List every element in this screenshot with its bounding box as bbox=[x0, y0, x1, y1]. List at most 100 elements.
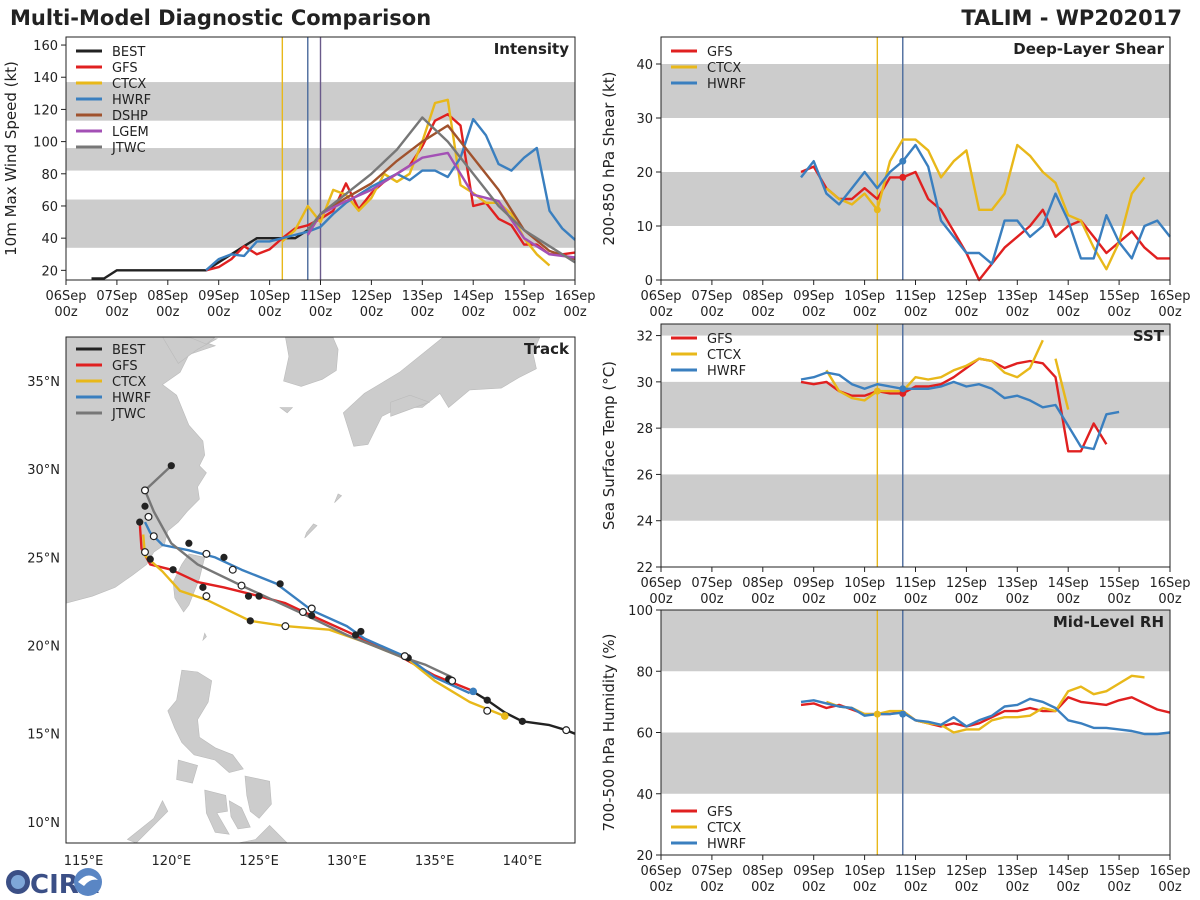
shear-xtick-hour: 00z bbox=[751, 305, 775, 320]
sst-xtick-hour: 00z bbox=[955, 592, 979, 607]
intensity-xtick-hour: 00z bbox=[360, 305, 384, 320]
track-position-open-dot bbox=[298, 608, 307, 617]
track-position-dot bbox=[167, 462, 175, 470]
sst-ytick-label: 22 bbox=[636, 561, 653, 576]
track-position-dot bbox=[185, 539, 193, 547]
track-xtick-label: 130°E bbox=[327, 854, 367, 869]
sst-xtick-hour: 00z bbox=[1057, 592, 1081, 607]
sst-xtick-date: 13Sep bbox=[997, 576, 1038, 591]
track-position-dot bbox=[199, 583, 207, 591]
land-ryukyu-1 bbox=[304, 523, 318, 539]
rh-xtick-date: 15Sep bbox=[1099, 864, 1140, 879]
sst-xtick-date: 07Sep bbox=[691, 576, 732, 591]
sst-xtick-date: 14Sep bbox=[1048, 576, 1089, 591]
track-frame bbox=[65, 336, 576, 844]
rh-xtick-hour: 00z bbox=[955, 880, 979, 895]
sst-xtick-hour: 00z bbox=[802, 592, 826, 607]
shear-band-1 bbox=[661, 64, 1170, 118]
track-position-dot bbox=[483, 696, 491, 704]
rh-xtick-date: 06Sep bbox=[640, 864, 681, 879]
sst-ylabel: Sea Surface Temp (°C) bbox=[600, 361, 618, 530]
land-luzon bbox=[167, 669, 244, 773]
track-position-open-dot bbox=[400, 652, 409, 661]
intensity-legend-label-hwrf: HWRF bbox=[112, 93, 151, 108]
sst-xtick-hour: 00z bbox=[853, 592, 877, 607]
shear-xtick-hour: 00z bbox=[700, 305, 724, 320]
rh-ytick-label: 100 bbox=[628, 604, 653, 619]
intensity-xtick-hour: 00z bbox=[156, 305, 180, 320]
track-position-dot bbox=[276, 580, 284, 588]
shear-xtick-hour: 00z bbox=[802, 305, 826, 320]
track-position-open-dot bbox=[149, 532, 158, 541]
rh-xtick-hour: 00z bbox=[1006, 880, 1030, 895]
shear-xtick-hour: 00z bbox=[649, 305, 673, 320]
sst-xtick-hour: 00z bbox=[1107, 592, 1131, 607]
shear-xtick-hour: 00z bbox=[904, 305, 928, 320]
rh-xtick-date: 07Sep bbox=[691, 864, 732, 879]
rh-xtick-hour: 00z bbox=[649, 880, 673, 895]
shear-ytick-label: 20 bbox=[636, 166, 653, 181]
sst-xtick-date: 11Sep bbox=[895, 576, 936, 591]
intensity-xtick-date: 12Sep bbox=[351, 289, 392, 304]
rh-band-1 bbox=[661, 610, 1170, 672]
rh-xtick-hour: 00z bbox=[853, 880, 877, 895]
shear-xtick-date: 11Sep bbox=[895, 289, 936, 304]
sst-xtick-hour: 00z bbox=[904, 592, 928, 607]
intensity-legend-label-gfs: GFS bbox=[112, 61, 138, 76]
shear-series-ctcx-line bbox=[825, 138, 1146, 271]
sst-band-0 bbox=[661, 474, 1170, 521]
sst-init-marker-ctcx bbox=[873, 387, 881, 395]
track-hwrf-init-dot bbox=[469, 687, 478, 696]
rh-xtick-hour: 00z bbox=[751, 880, 775, 895]
intensity-xtick-date: 10Sep bbox=[249, 289, 290, 304]
shear-ytick-label: 30 bbox=[636, 112, 653, 127]
rh-xtick-hour: 00z bbox=[904, 880, 928, 895]
rh-legend-label-ctcx: CTCX bbox=[707, 821, 741, 836]
shear-xtick-date: 13Sep bbox=[997, 289, 1038, 304]
track-legend-label-ctcx: CTCX bbox=[112, 375, 146, 390]
track-ytick-label: 35°N bbox=[27, 375, 60, 390]
shear-init-marker-hwrf bbox=[899, 157, 907, 165]
intensity-xtick-hour: 00z bbox=[258, 305, 282, 320]
track-position-open-dot bbox=[202, 549, 211, 558]
figure-title: Multi-Model Diagnostic Comparison bbox=[10, 6, 431, 30]
sst-series-hwrf-line bbox=[800, 371, 1120, 451]
intensity-legend-label-ctcx: CTCX bbox=[112, 77, 146, 92]
intensity-xtick-hour: 00z bbox=[105, 305, 129, 320]
intensity-xtick-hour: 00z bbox=[462, 305, 486, 320]
rh-xtick-date: 11Sep bbox=[895, 864, 936, 879]
sst-xtick-date: 12Sep bbox=[946, 576, 987, 591]
intensity-legend-label-dshp: DSHP bbox=[112, 109, 148, 124]
track-position-open-dot bbox=[140, 548, 149, 557]
shear-series-gfs-line bbox=[800, 165, 1170, 282]
rh-legend-label-hwrf: HWRF bbox=[707, 837, 746, 852]
shear-init-marker-gfs bbox=[899, 173, 907, 181]
shear-xtick-date: 07Sep bbox=[691, 289, 732, 304]
sst-ytick-label: 32 bbox=[636, 330, 653, 345]
storm-id: TALIM - WP202017 bbox=[961, 6, 1182, 30]
rh-ytick-label: 80 bbox=[636, 665, 653, 680]
shear-legend-label-gfs: GFS bbox=[707, 45, 733, 60]
sst-panel: 22242628303206Sep00z07Sep00z08Sep00z09Se… bbox=[600, 323, 1191, 607]
rh-xtick-date: 14Sep bbox=[1048, 864, 1089, 879]
shear-series-hwrf-line bbox=[800, 143, 1171, 265]
shear-xtick-date: 06Sep bbox=[640, 289, 681, 304]
track-ytick-label: 20°N bbox=[27, 640, 60, 655]
swirl-mark bbox=[78, 875, 98, 886]
intensity-panel: 2040608010012014016006Sep00z07Sep00z08Se… bbox=[2, 36, 596, 320]
track-position-dot bbox=[352, 631, 360, 639]
track-position-dot bbox=[246, 617, 254, 625]
swirl-icon bbox=[74, 868, 102, 896]
sst-ytick-label: 28 bbox=[636, 422, 653, 437]
rh-xtick-hour: 00z bbox=[1158, 880, 1182, 895]
rh-xtick-hour: 00z bbox=[700, 880, 724, 895]
shear-xtick-date: 10Sep bbox=[844, 289, 885, 304]
track-legend-label-jtwc: JTWC bbox=[111, 407, 146, 422]
land-korea bbox=[250, 337, 339, 387]
rh-ylabel: 700-500 hPa Humidity (%) bbox=[600, 633, 618, 831]
rh-series-hwrf-line bbox=[800, 697, 1171, 736]
shear-xtick-date: 15Sep bbox=[1099, 289, 1140, 304]
intensity-legend-label-lgem: LGEM bbox=[112, 125, 149, 140]
sst-xtick-date: 16Sep bbox=[1149, 576, 1190, 591]
track-position-dot bbox=[141, 502, 149, 510]
